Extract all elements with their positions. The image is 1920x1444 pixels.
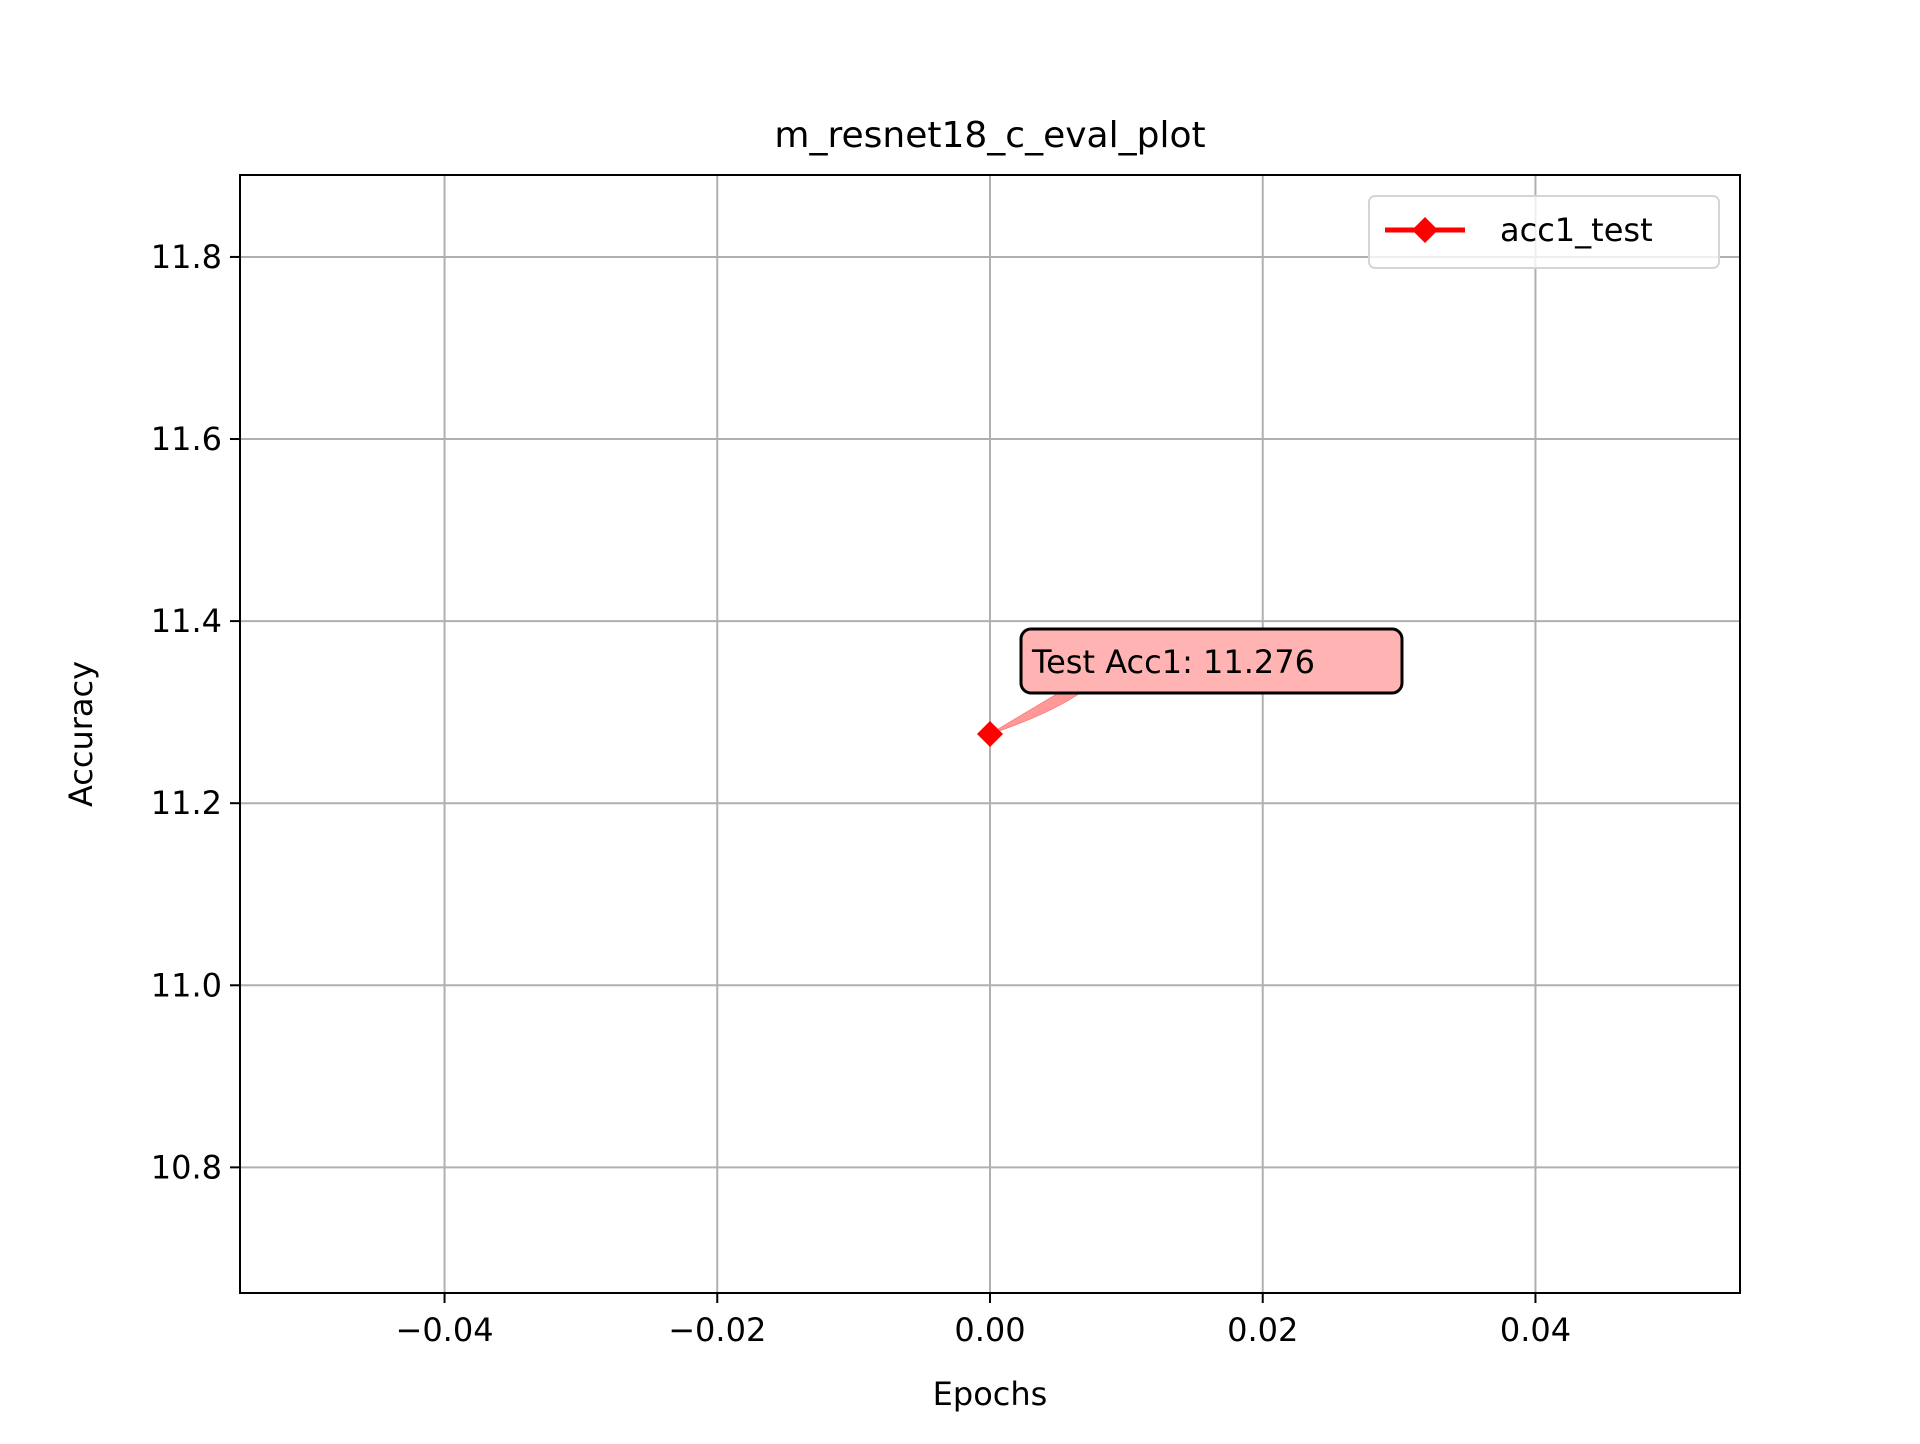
- y-tick-label: 11.6: [151, 420, 222, 458]
- y-tick-label: 10.8: [151, 1148, 222, 1186]
- y-tick-label: 11.2: [151, 784, 222, 822]
- y-tick-label: 11.4: [151, 602, 222, 640]
- legend: acc1_test: [1368, 195, 1720, 269]
- legend-label-acc1-test: acc1_test: [1500, 211, 1653, 249]
- annotation-box: [1019, 627, 1404, 695]
- legend-frame: [1368, 195, 1720, 269]
- chart-title: m_resnet18_c_eval_plot: [774, 115, 1205, 156]
- annotation-layer: Test Acc1: 11.276: [989, 627, 1404, 735]
- x-tick-label: 0.02: [1227, 1311, 1298, 1349]
- annotation-label: Test Acc1: 11.276: [1031, 643, 1315, 681]
- x-tick-label: −0.04: [396, 1311, 494, 1349]
- x-tick-label: 0.00: [954, 1311, 1025, 1349]
- x-tick-label: −0.02: [668, 1311, 766, 1349]
- x-axis-label: Epochs: [933, 1375, 1048, 1413]
- y-tick-label: 11.8: [151, 238, 222, 276]
- series-layer: [977, 721, 1003, 747]
- y-axis-label: Accuracy: [62, 661, 100, 807]
- y-tick-label: 11.0: [151, 966, 222, 1004]
- legend-marker-acc1-test: [1412, 217, 1438, 243]
- x-tick-label: 0.04: [1500, 1311, 1571, 1349]
- data-point: [977, 721, 1003, 747]
- axis-ticks: −0.04 −0.02 0.00 0.02 0.04 10.8 11.0 11.2 11.4 11…: [151, 238, 1571, 1349]
